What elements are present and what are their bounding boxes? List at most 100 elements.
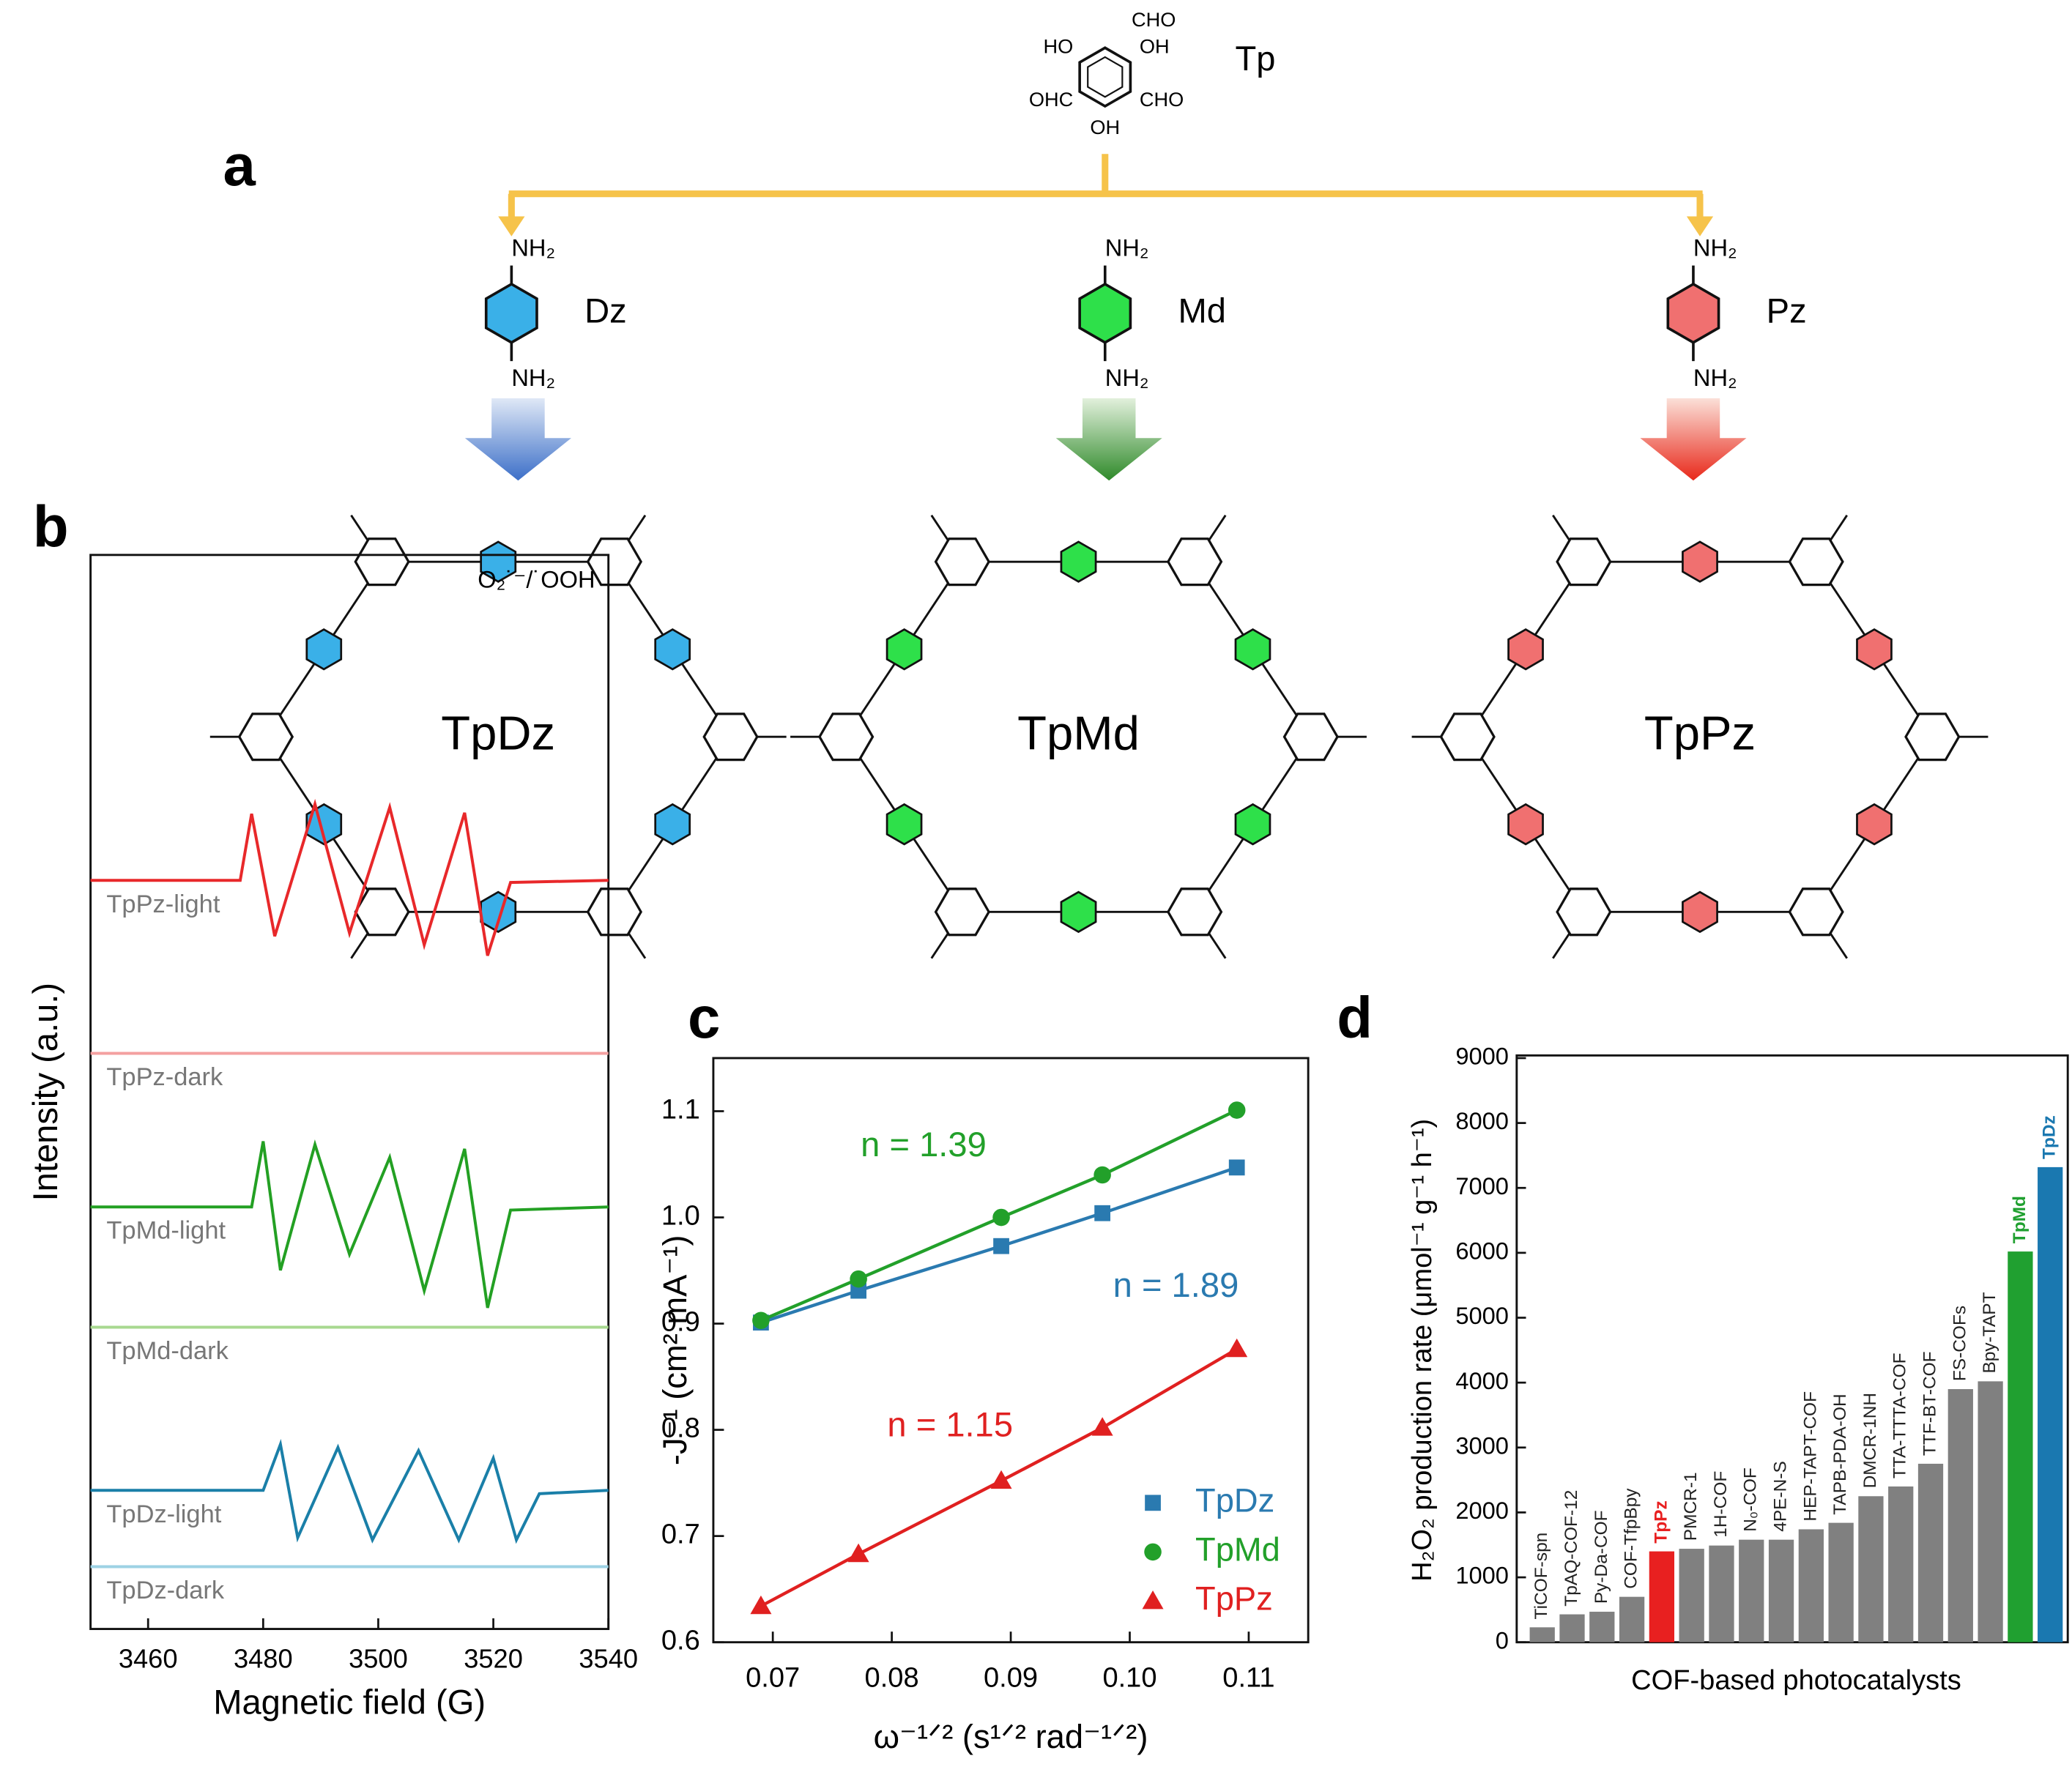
spectrum bbox=[90, 798, 609, 956]
category-label: DMCR-1NH bbox=[1860, 1393, 1880, 1489]
ring bbox=[1078, 46, 1132, 108]
core-ring bbox=[934, 537, 991, 587]
x-tick-label: 3540 bbox=[579, 1644, 638, 1674]
annotation: O₂˙⁻/˙OOH bbox=[478, 566, 595, 593]
y-tick-label: 6000 bbox=[1455, 1238, 1509, 1265]
category-label: TTA-TTTA-COF bbox=[1890, 1352, 1910, 1478]
core-ring bbox=[934, 888, 991, 937]
bar bbox=[1619, 1596, 1645, 1642]
core-ring bbox=[1439, 712, 1496, 762]
monomer-ring bbox=[885, 803, 923, 846]
x-tick-label: 3460 bbox=[119, 1644, 178, 1674]
framework-name: TpMd bbox=[1017, 706, 1140, 759]
bar bbox=[1858, 1496, 1884, 1642]
spectrum bbox=[90, 1139, 609, 1309]
atom-label: OHC bbox=[1029, 88, 1073, 111]
block-arrow bbox=[1640, 398, 1747, 481]
trace-label: TpPz-light bbox=[106, 890, 220, 918]
category-label: N₀-COF bbox=[1741, 1467, 1761, 1532]
y-tick-label: 1.0 bbox=[661, 1201, 700, 1232]
core-ring bbox=[1788, 888, 1844, 937]
panel-label: a bbox=[223, 133, 256, 198]
data-point bbox=[750, 1595, 772, 1615]
y-tick-label: 1000 bbox=[1455, 1562, 1509, 1589]
category-label: TpDz bbox=[2040, 1115, 2060, 1159]
x-tick-label: 3520 bbox=[464, 1644, 523, 1674]
bar bbox=[1768, 1539, 1794, 1642]
atom-label: CHO bbox=[1140, 88, 1184, 111]
plot-frame bbox=[89, 554, 610, 1631]
atom-label: NH₂ bbox=[1105, 234, 1149, 261]
data-point bbox=[847, 1543, 869, 1563]
x-tick-label: 3500 bbox=[349, 1644, 408, 1674]
bar bbox=[1888, 1486, 1914, 1642]
arrow-head bbox=[1686, 216, 1714, 237]
category-label: COF-TfpBpy bbox=[1622, 1488, 1641, 1589]
x-tick-label: 0.09 bbox=[984, 1663, 1038, 1694]
core-ring bbox=[1167, 888, 1223, 937]
monomer-ring bbox=[480, 540, 517, 583]
core-ring bbox=[1904, 712, 1961, 762]
molecule-name: Dz bbox=[584, 291, 627, 330]
annotation: n = 1.89 bbox=[1113, 1265, 1239, 1304]
data-point bbox=[1093, 1166, 1111, 1184]
bar bbox=[2008, 1251, 2033, 1642]
core-ring bbox=[1556, 888, 1612, 937]
legend-label: TpDz bbox=[1195, 1481, 1274, 1519]
atom-label: OH bbox=[1140, 34, 1170, 57]
atom-label: NH₂ bbox=[511, 234, 555, 261]
data-point bbox=[850, 1270, 867, 1288]
trace-label: TpDz-dark bbox=[106, 1577, 225, 1604]
category-label: 1H-COF bbox=[1711, 1471, 1731, 1538]
category-label: TiCOF-spn bbox=[1531, 1533, 1551, 1620]
panel-label: d bbox=[1337, 985, 1373, 1050]
legend-marker bbox=[1142, 1590, 1164, 1610]
bar bbox=[1947, 1389, 1973, 1642]
y-tick-label: 0.7 bbox=[661, 1519, 700, 1550]
data-point bbox=[1094, 1205, 1111, 1221]
monomer-ring bbox=[1682, 890, 1718, 934]
legend-marker bbox=[1145, 1495, 1161, 1511]
y-axis-label: H₂O₂ production rate (μmol⁻¹ g⁻¹ h⁻¹) bbox=[1407, 1119, 1438, 1582]
bar bbox=[1559, 1614, 1585, 1642]
monomer-ring bbox=[1856, 628, 1893, 671]
monomer-ring bbox=[1060, 890, 1097, 934]
atom-label: NH₂ bbox=[1105, 364, 1149, 391]
bar bbox=[1828, 1522, 1854, 1642]
x-axis-label: ω⁻¹ᐟ² (s¹ᐟ² rad⁻¹ᐟ²) bbox=[874, 1718, 1148, 1755]
x-tick-label: 3480 bbox=[234, 1644, 293, 1674]
x-tick-label: 0.07 bbox=[746, 1663, 800, 1694]
data-point bbox=[1228, 1159, 1245, 1176]
atom-label: NH₂ bbox=[511, 364, 555, 391]
molecule-name: Tp bbox=[1235, 39, 1275, 78]
bar bbox=[2038, 1166, 2063, 1642]
monomer-ring bbox=[305, 803, 343, 846]
trace-label: TpMd-dark bbox=[106, 1337, 229, 1365]
bar bbox=[1739, 1539, 1764, 1642]
annotation: n = 1.39 bbox=[861, 1125, 987, 1164]
core-ring bbox=[237, 712, 294, 762]
trace-label: TpMd-light bbox=[106, 1217, 226, 1245]
x-tick-label: 0.08 bbox=[865, 1663, 919, 1694]
core-ring bbox=[1167, 537, 1223, 587]
atom-label: CHO bbox=[1132, 8, 1176, 31]
molecule-name: Pz bbox=[1767, 291, 1807, 330]
monomer-ring bbox=[1234, 803, 1271, 846]
y-tick-label: 3000 bbox=[1455, 1432, 1509, 1459]
arrow-head bbox=[498, 216, 525, 237]
bar bbox=[1917, 1463, 1944, 1642]
monomer-ring bbox=[1682, 540, 1718, 583]
x-axis-label: COF-based photocatalysts bbox=[1631, 1665, 1961, 1696]
trace-label: TpPz-dark bbox=[106, 1063, 223, 1091]
tree-arrows bbox=[508, 154, 1704, 220]
core-ring bbox=[586, 537, 643, 587]
x-axis-label: Magnetic field (G) bbox=[213, 1682, 486, 1721]
monomer-ring bbox=[305, 628, 343, 671]
y-axis-label: Intensity (a.u.) bbox=[26, 983, 64, 1202]
core-ring bbox=[354, 537, 410, 587]
monomer-ring bbox=[1507, 628, 1544, 671]
bar bbox=[1679, 1549, 1704, 1642]
panel-label: b bbox=[33, 494, 69, 559]
block-arrow bbox=[1055, 398, 1162, 481]
